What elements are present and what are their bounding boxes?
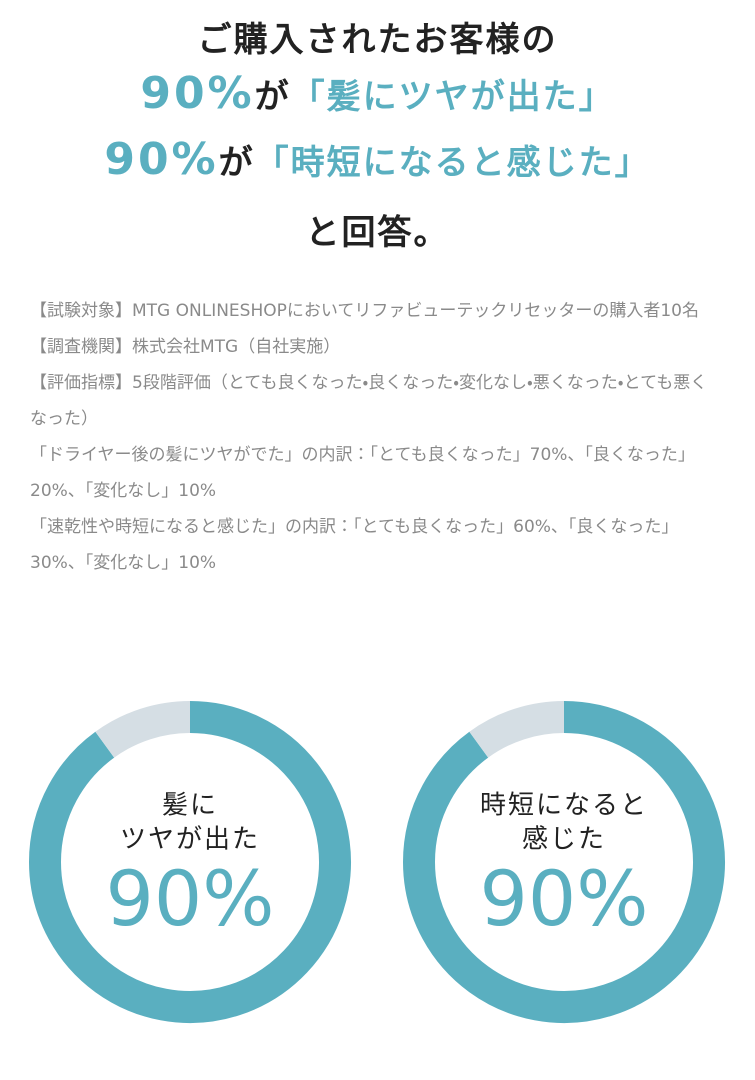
donut-segment — [403, 701, 725, 1023]
particle: が — [254, 77, 291, 117]
note: 【試験対象】MTG ONLINESHOPにおいてリファビューテックリセッターの購… — [30, 301, 699, 321]
headline: 90%が「時短になると感じた」 — [0, 134, 755, 185]
notes: 【試験対象】MTG ONLINESHOPにおいてリファビューテックリセッターの購… — [30, 293, 720, 581]
donut-label: 感じた — [522, 825, 606, 855]
value-label: 90% — [106, 854, 275, 943]
value-label: 90% — [480, 854, 649, 943]
quote: 「髪にツヤが出た」 — [290, 77, 615, 117]
percent: 90% — [104, 134, 219, 185]
percent: 90% — [140, 68, 255, 119]
headline: ご購入されたお客様の — [197, 20, 558, 60]
note: 「速乾性や時短になると感じた」の内訳：「とても良くなった」60%、「良くなった」… — [30, 517, 679, 573]
donut-segment — [469, 701, 565, 758]
note: 「ドライヤー後の髪にツヤがでた」の内訳：「とても良くなった」70%、「良くなった… — [30, 445, 695, 501]
quote: 「時短になると感じた」 — [254, 143, 651, 183]
headline: 90%が「髪にツヤが出た」 — [0, 68, 755, 119]
headline: と回答。 — [305, 213, 450, 253]
particle: が — [218, 143, 255, 183]
donut-label: ツヤが出た — [120, 825, 260, 855]
donut-label: 髪に — [162, 791, 218, 821]
donut-segment — [29, 701, 351, 1023]
donut-segment — [95, 701, 191, 758]
note: 【調査機関】株式会社MTG（自社実施） — [30, 337, 341, 357]
donut-label: 時短になると — [480, 791, 648, 821]
note: 【評価指標】5段階評価（とても良くなった・良くなった・変化なし・悪くなった・とて… — [30, 373, 708, 429]
